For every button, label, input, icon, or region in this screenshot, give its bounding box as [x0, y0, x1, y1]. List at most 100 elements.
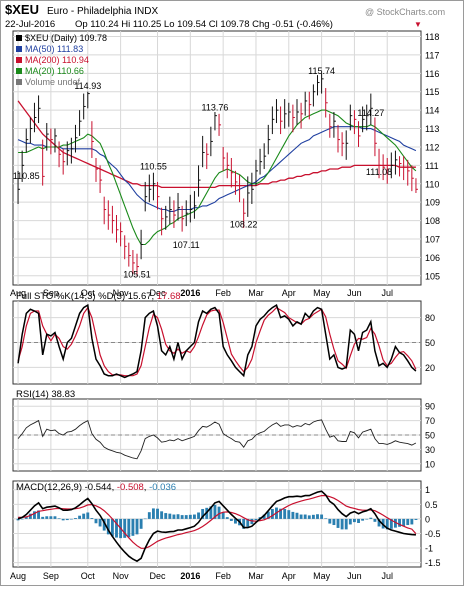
y-tick-label: 107 — [425, 234, 440, 244]
ma200-line — [17, 100, 416, 189]
macd-histogram-bar — [180, 515, 184, 519]
macd-histogram-bar — [20, 518, 24, 520]
macd-histogram-bar — [262, 514, 266, 519]
x-tick-label-bottom: Apr — [282, 571, 296, 581]
macd-signal-line — [18, 495, 417, 549]
macd-histogram-bar — [78, 515, 82, 519]
panel-3-border — [12, 480, 422, 568]
instrument-name: Euro - Philadelphia INDX — [47, 6, 158, 17]
macd-title-hist: -0.036 — [149, 482, 176, 493]
legend-swatch-ma20 — [16, 68, 22, 74]
macd-histogram-bar — [328, 518, 332, 524]
legend-label-ma200: MA(200) 110.94 — [25, 55, 89, 65]
macd-histogram-bar — [225, 517, 229, 519]
macd-histogram-bar — [394, 518, 397, 528]
macd-histogram-bar — [147, 512, 151, 519]
x-tick-label: Mar — [248, 288, 264, 298]
x-tick-label-bottom: Feb — [215, 571, 231, 581]
y-tick-label: 50 — [425, 431, 435, 441]
macd-histogram-bar — [352, 518, 356, 523]
macd-histogram-bar — [33, 511, 36, 519]
y-tick-label: 117 — [425, 50, 439, 60]
legend-label-volume: Volume undef — [25, 77, 81, 87]
macd-histogram-bar — [201, 508, 205, 519]
macd-histogram-bar — [65, 518, 69, 521]
x-tick-label: Jun — [347, 288, 362, 298]
x-tick-label-bottom: Nov — [113, 571, 130, 581]
macd-line — [17, 490, 416, 563]
macd-histogram-bar — [98, 518, 102, 527]
watermark: @ StockCharts.com — [365, 7, 445, 17]
y-tick-label: 80 — [425, 313, 435, 323]
macd-histogram-bar — [110, 518, 114, 537]
macd-histogram-bar — [16, 518, 20, 521]
macd-histogram-bar — [90, 518, 94, 519]
y-tick-label: 116 — [425, 69, 439, 79]
y-tick-label: 108 — [425, 216, 440, 226]
y-tick-label: 10 — [425, 459, 435, 469]
macd-histogram-bar — [184, 515, 188, 519]
x-tick-label: 2016 — [180, 288, 200, 298]
macd-histogram-bar — [414, 518, 418, 520]
macd-histogram-bar — [291, 511, 295, 519]
macd-histogram-bar — [279, 508, 283, 519]
macd-histogram-bar — [160, 511, 164, 519]
macd-histogram-bar — [168, 513, 172, 519]
macd-histogram-bar — [406, 518, 410, 526]
price-annotation: 110.85 — [13, 171, 40, 181]
macd-histogram-bar — [143, 518, 147, 520]
x-tick-label-bottom: Sep — [43, 571, 59, 581]
x-tick-label-bottom: Dec — [150, 571, 167, 581]
y-tick-label: 109 — [425, 198, 440, 208]
macd-histogram-bar — [320, 514, 324, 519]
macd-histogram-bar — [57, 518, 61, 519]
macd-title-signal: -0.508 — [117, 482, 144, 493]
down-arrow-icon: ▼ — [414, 20, 422, 29]
macd-histogram-bar — [287, 510, 291, 519]
macd-histogram-bar — [37, 510, 40, 519]
x-tick-label-bottom: Oct — [81, 571, 96, 581]
rsi-title: RSI(14) 38.83 — [16, 389, 75, 400]
y-tick-label: 118 — [425, 32, 439, 42]
y-tick-label: 115 — [425, 87, 439, 97]
legend-swatch-ma200 — [16, 57, 22, 63]
macd-histogram-bar — [357, 518, 360, 523]
macd-histogram-bar — [377, 518, 381, 527]
x-tick-label: Jul — [381, 288, 393, 298]
x-tick-label: Apr — [282, 288, 296, 298]
macd-histogram-bar — [197, 512, 200, 519]
sto-title-d: 17.68 — [157, 291, 181, 302]
macd-histogram-bar — [250, 518, 254, 525]
price-annotation: 115.74 — [308, 66, 335, 76]
macd-histogram-bar — [398, 518, 401, 527]
macd-histogram-bar — [135, 518, 139, 535]
macd-histogram-bar — [176, 514, 180, 519]
y-tick-label: 1 — [425, 485, 430, 495]
macd-histogram-bar — [86, 512, 90, 519]
macd-histogram-bar — [94, 518, 98, 524]
macd-histogram-bar — [369, 517, 373, 519]
macd-histogram-bar — [139, 518, 143, 529]
macd-histogram-bar — [246, 518, 250, 527]
quote-date: 22-Jul-2016 — [5, 19, 55, 30]
macd-histogram-bar — [188, 514, 192, 519]
y-tick-label: 114 — [425, 106, 439, 116]
legend-label-price: $XEU (Daily) 109.78 — [25, 33, 107, 43]
macd-histogram-bar — [410, 518, 414, 525]
macd-histogram-bar — [303, 514, 307, 519]
price-annotation: 113.76 — [202, 103, 229, 113]
macd-histogram-bar — [311, 514, 315, 519]
macd-histogram-bar — [254, 518, 258, 521]
macd-histogram-bar — [361, 518, 365, 521]
price-annotation: 110.55 — [140, 162, 167, 172]
legend-label-ma20: MA(20) 110.66 — [25, 66, 84, 76]
legend-label-ma50: MA(50) 111.83 — [25, 44, 83, 54]
macd-histogram-bar — [270, 508, 274, 519]
macd-histogram-bar — [49, 516, 53, 519]
legend-swatch-ma50 — [16, 46, 22, 52]
macd-histogram-bar — [365, 518, 369, 520]
macd-histogram-bar — [164, 513, 168, 519]
sto-k-line — [17, 303, 417, 379]
macd-histogram-bar — [242, 518, 246, 529]
macd-histogram-bar — [332, 518, 336, 526]
